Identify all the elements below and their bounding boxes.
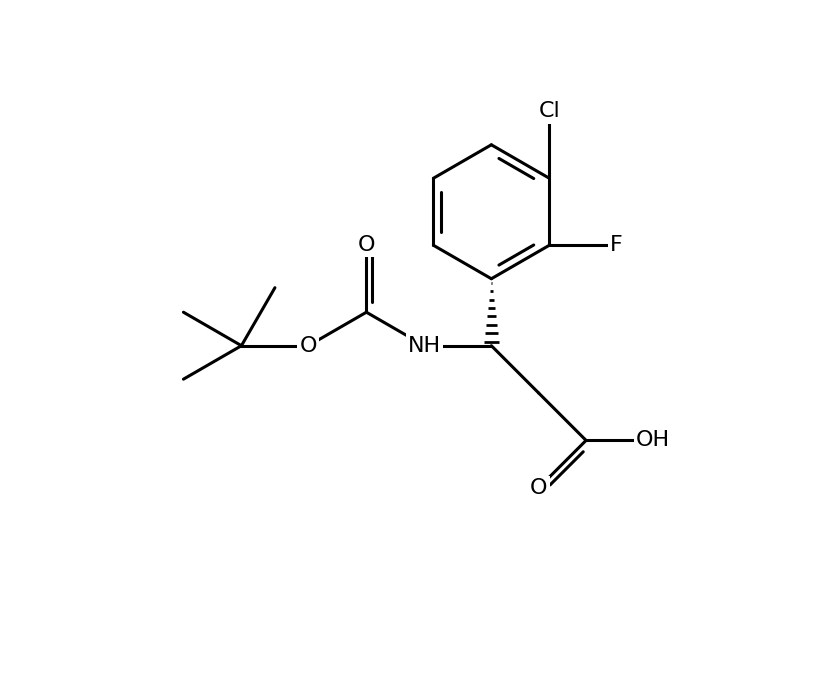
Text: NH: NH [408,336,441,356]
Text: Cl: Cl [538,101,561,121]
Text: O: O [300,336,317,356]
Text: F: F [610,235,623,255]
Text: OH: OH [636,431,670,450]
Text: O: O [530,478,547,498]
Text: O: O [358,235,375,255]
